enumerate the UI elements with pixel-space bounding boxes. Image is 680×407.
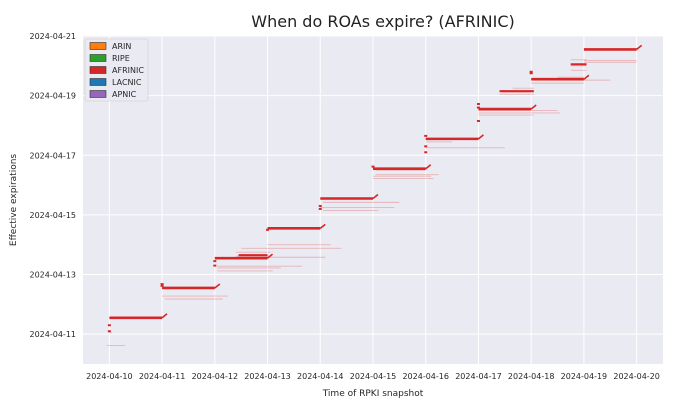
x-tick-labels: 2024-04-10 2024-04-11 2024-04-12 2024-04-13… bbox=[86, 372, 660, 381]
x-tick-label: 2024-04-12 bbox=[192, 372, 239, 381]
step-segments bbox=[238, 63, 587, 257]
legend-label: RIPE bbox=[112, 54, 130, 63]
segment-ramp bbox=[530, 104, 537, 110]
segment-ramp bbox=[372, 193, 379, 200]
legend-label: LACNIC bbox=[112, 78, 142, 87]
segment-ramp bbox=[319, 223, 326, 229]
chart-title: When do ROAs expire? (AFRINIC) bbox=[251, 12, 514, 31]
segment-ramp bbox=[161, 313, 168, 319]
x-tick-label: 2024-04-19 bbox=[561, 372, 608, 381]
x-tick-label: 2024-04-16 bbox=[402, 372, 449, 381]
x-tick-label: 2024-04-20 bbox=[613, 372, 660, 381]
legend-label: APNIC bbox=[112, 90, 137, 99]
legend-swatch bbox=[89, 42, 107, 50]
legend-swatch bbox=[89, 90, 107, 98]
y-tick-label: 2024-04-13 bbox=[30, 271, 77, 280]
legend-swatch bbox=[89, 54, 107, 62]
legend-label: ARIN bbox=[112, 42, 131, 51]
main-segments bbox=[109, 44, 643, 320]
x-tick-label: 2024-04-18 bbox=[508, 372, 555, 381]
jump-points bbox=[107, 70, 533, 333]
y-tick-labels: 2024-04-11 2024-04-13 2024-04-15 2024-04-17… bbox=[30, 32, 77, 339]
x-tick-label: 2024-04-13 bbox=[244, 372, 291, 381]
segment-ramp bbox=[636, 44, 643, 51]
y-tick-label: 2024-04-15 bbox=[30, 211, 77, 220]
legend-swatch bbox=[89, 78, 107, 86]
minor-segments bbox=[106, 59, 637, 346]
y-tick-label: 2024-04-11 bbox=[30, 330, 77, 339]
x-tick-label: 2024-04-10 bbox=[86, 372, 133, 381]
x-axis-label: Time of RPKI snapshot bbox=[322, 389, 424, 399]
legend-label: AFRINIC bbox=[112, 66, 144, 75]
x-tick-label: 2024-04-14 bbox=[297, 372, 344, 381]
segment-ramp bbox=[583, 74, 590, 80]
x-tick-label: 2024-04-17 bbox=[455, 372, 502, 381]
legend: ARIN RIPE AFRINIC LACNIC APNIC bbox=[84, 38, 149, 102]
x-tick-label: 2024-04-15 bbox=[350, 372, 397, 381]
segment-ramp bbox=[477, 134, 484, 140]
segment-ramp bbox=[425, 164, 432, 170]
x-tick-label: 2024-04-11 bbox=[139, 372, 186, 381]
segment-ramp bbox=[214, 283, 221, 289]
y-tick-label: 2024-04-17 bbox=[30, 151, 77, 160]
y-tick-label: 2024-04-19 bbox=[30, 92, 77, 101]
legend-swatch bbox=[89, 66, 107, 74]
y-tick-label: 2024-04-21 bbox=[30, 32, 77, 41]
segment-ramp bbox=[267, 253, 274, 259]
y-axis-label: Effective expirations bbox=[9, 154, 19, 246]
